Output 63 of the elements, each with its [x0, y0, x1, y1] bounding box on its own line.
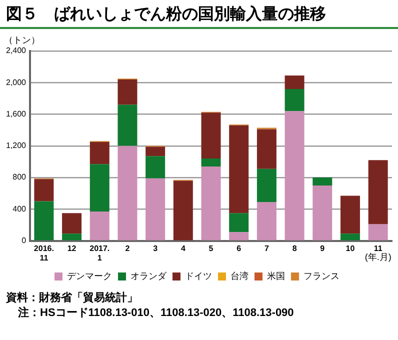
y-tick-label: 0	[22, 236, 27, 246]
bar	[229, 125, 249, 214]
legend-label: 米国	[267, 270, 285, 281]
bar	[90, 142, 110, 164]
x-tick-label: 2016. 11	[34, 244, 54, 262]
bar	[256, 168, 276, 202]
bar	[201, 112, 221, 159]
bar	[229, 232, 249, 240]
y-tick-label: 2,000	[6, 78, 27, 87]
bar	[90, 212, 110, 240]
y-tick-label: 1,600	[6, 109, 27, 118]
bar	[146, 156, 166, 178]
x-tick-label: 11	[374, 244, 383, 253]
bar	[146, 146, 166, 156]
bar	[146, 178, 166, 240]
x-tick-label: 8	[292, 244, 298, 253]
x-tick-label: 7	[264, 244, 270, 253]
x-tick-label: 3	[153, 244, 158, 253]
bar	[118, 104, 138, 146]
bar	[229, 213, 249, 232]
x-tick-label: 6	[236, 244, 242, 253]
bar	[312, 185, 332, 240]
bar	[118, 146, 138, 240]
bar	[90, 164, 110, 212]
bar	[173, 180, 193, 240]
bar	[118, 79, 138, 105]
x-tick-label: 5	[208, 244, 214, 253]
x-tick-label: 4	[180, 244, 186, 253]
bar	[284, 88, 304, 112]
y-axis-title: （トン）	[4, 34, 40, 45]
bar	[34, 201, 54, 240]
legend-label: オランダ	[130, 270, 168, 281]
text: 資料：財務省「貿易統計」	[5, 291, 139, 306]
legend-label: フランス	[304, 270, 340, 281]
x-tick-label: 12	[67, 244, 77, 253]
x-tick-label: 2017. 1	[90, 244, 110, 262]
text: 注：HSコード1108.13-010、1108.13-020、1108.13-090	[17, 306, 295, 321]
legend-label: 台湾	[230, 270, 248, 281]
bar	[256, 202, 276, 240]
bar	[340, 196, 360, 234]
y-tick-label: 1,200	[6, 141, 27, 150]
bar	[201, 166, 221, 240]
bar	[312, 178, 332, 186]
bar	[368, 224, 388, 240]
legend-label: ドイツ	[185, 270, 212, 281]
bar	[34, 179, 54, 202]
x-tick-label: 10	[346, 244, 356, 253]
legend-label: デンマーク	[67, 270, 112, 281]
bar	[256, 129, 276, 169]
y-tick-label: 2,400	[6, 46, 27, 56]
bar	[284, 111, 304, 240]
bar	[284, 76, 304, 89]
bar	[340, 234, 360, 240]
y-tick-label: 400	[12, 204, 27, 214]
bar	[201, 158, 221, 166]
y-tick-label: 800	[12, 172, 27, 182]
bar	[62, 234, 82, 240]
bar	[368, 160, 388, 224]
x-tick-label: 9	[320, 244, 326, 253]
chart-title: 図５ ばれいしょでん粉の国別輸入量の推移	[0, 0, 398, 29]
x-axis-title: (年.月)	[364, 252, 392, 262]
x-tick-label: 2	[125, 244, 130, 253]
bar	[62, 213, 82, 234]
